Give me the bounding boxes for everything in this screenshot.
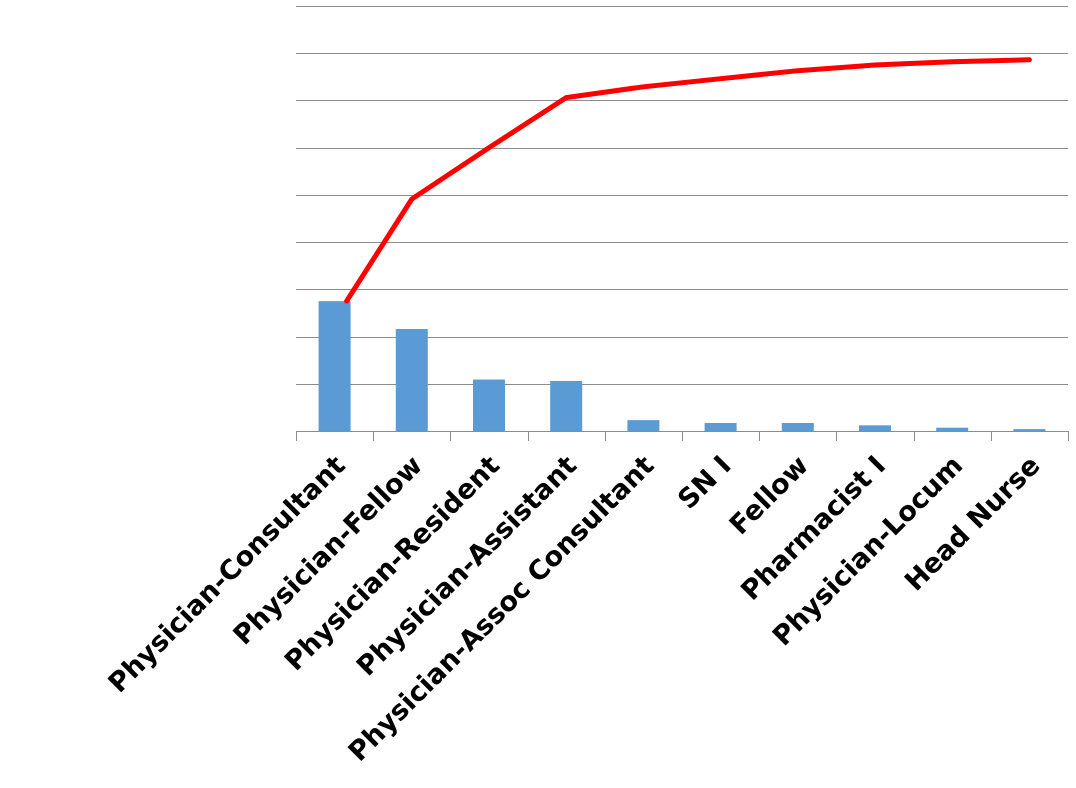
bar (395, 329, 428, 431)
bar (859, 425, 891, 431)
bar (1013, 429, 1046, 431)
bar-series (318, 301, 1046, 431)
bar (704, 422, 737, 431)
bar (550, 380, 583, 431)
bar (473, 379, 505, 431)
x-tick-labels: Physician-ConsultantPhysician-FellowPhys… (102, 450, 1046, 768)
bar (936, 427, 969, 431)
bar (627, 420, 660, 431)
cumulative-line (344, 57, 1032, 304)
x-tick-label: Head Nurse (899, 450, 1046, 597)
bar (781, 422, 814, 431)
x-tick-label: SN I (672, 450, 737, 515)
cumulative-line-series (344, 57, 1032, 304)
x-axis (296, 431, 1069, 441)
bar (318, 301, 351, 431)
